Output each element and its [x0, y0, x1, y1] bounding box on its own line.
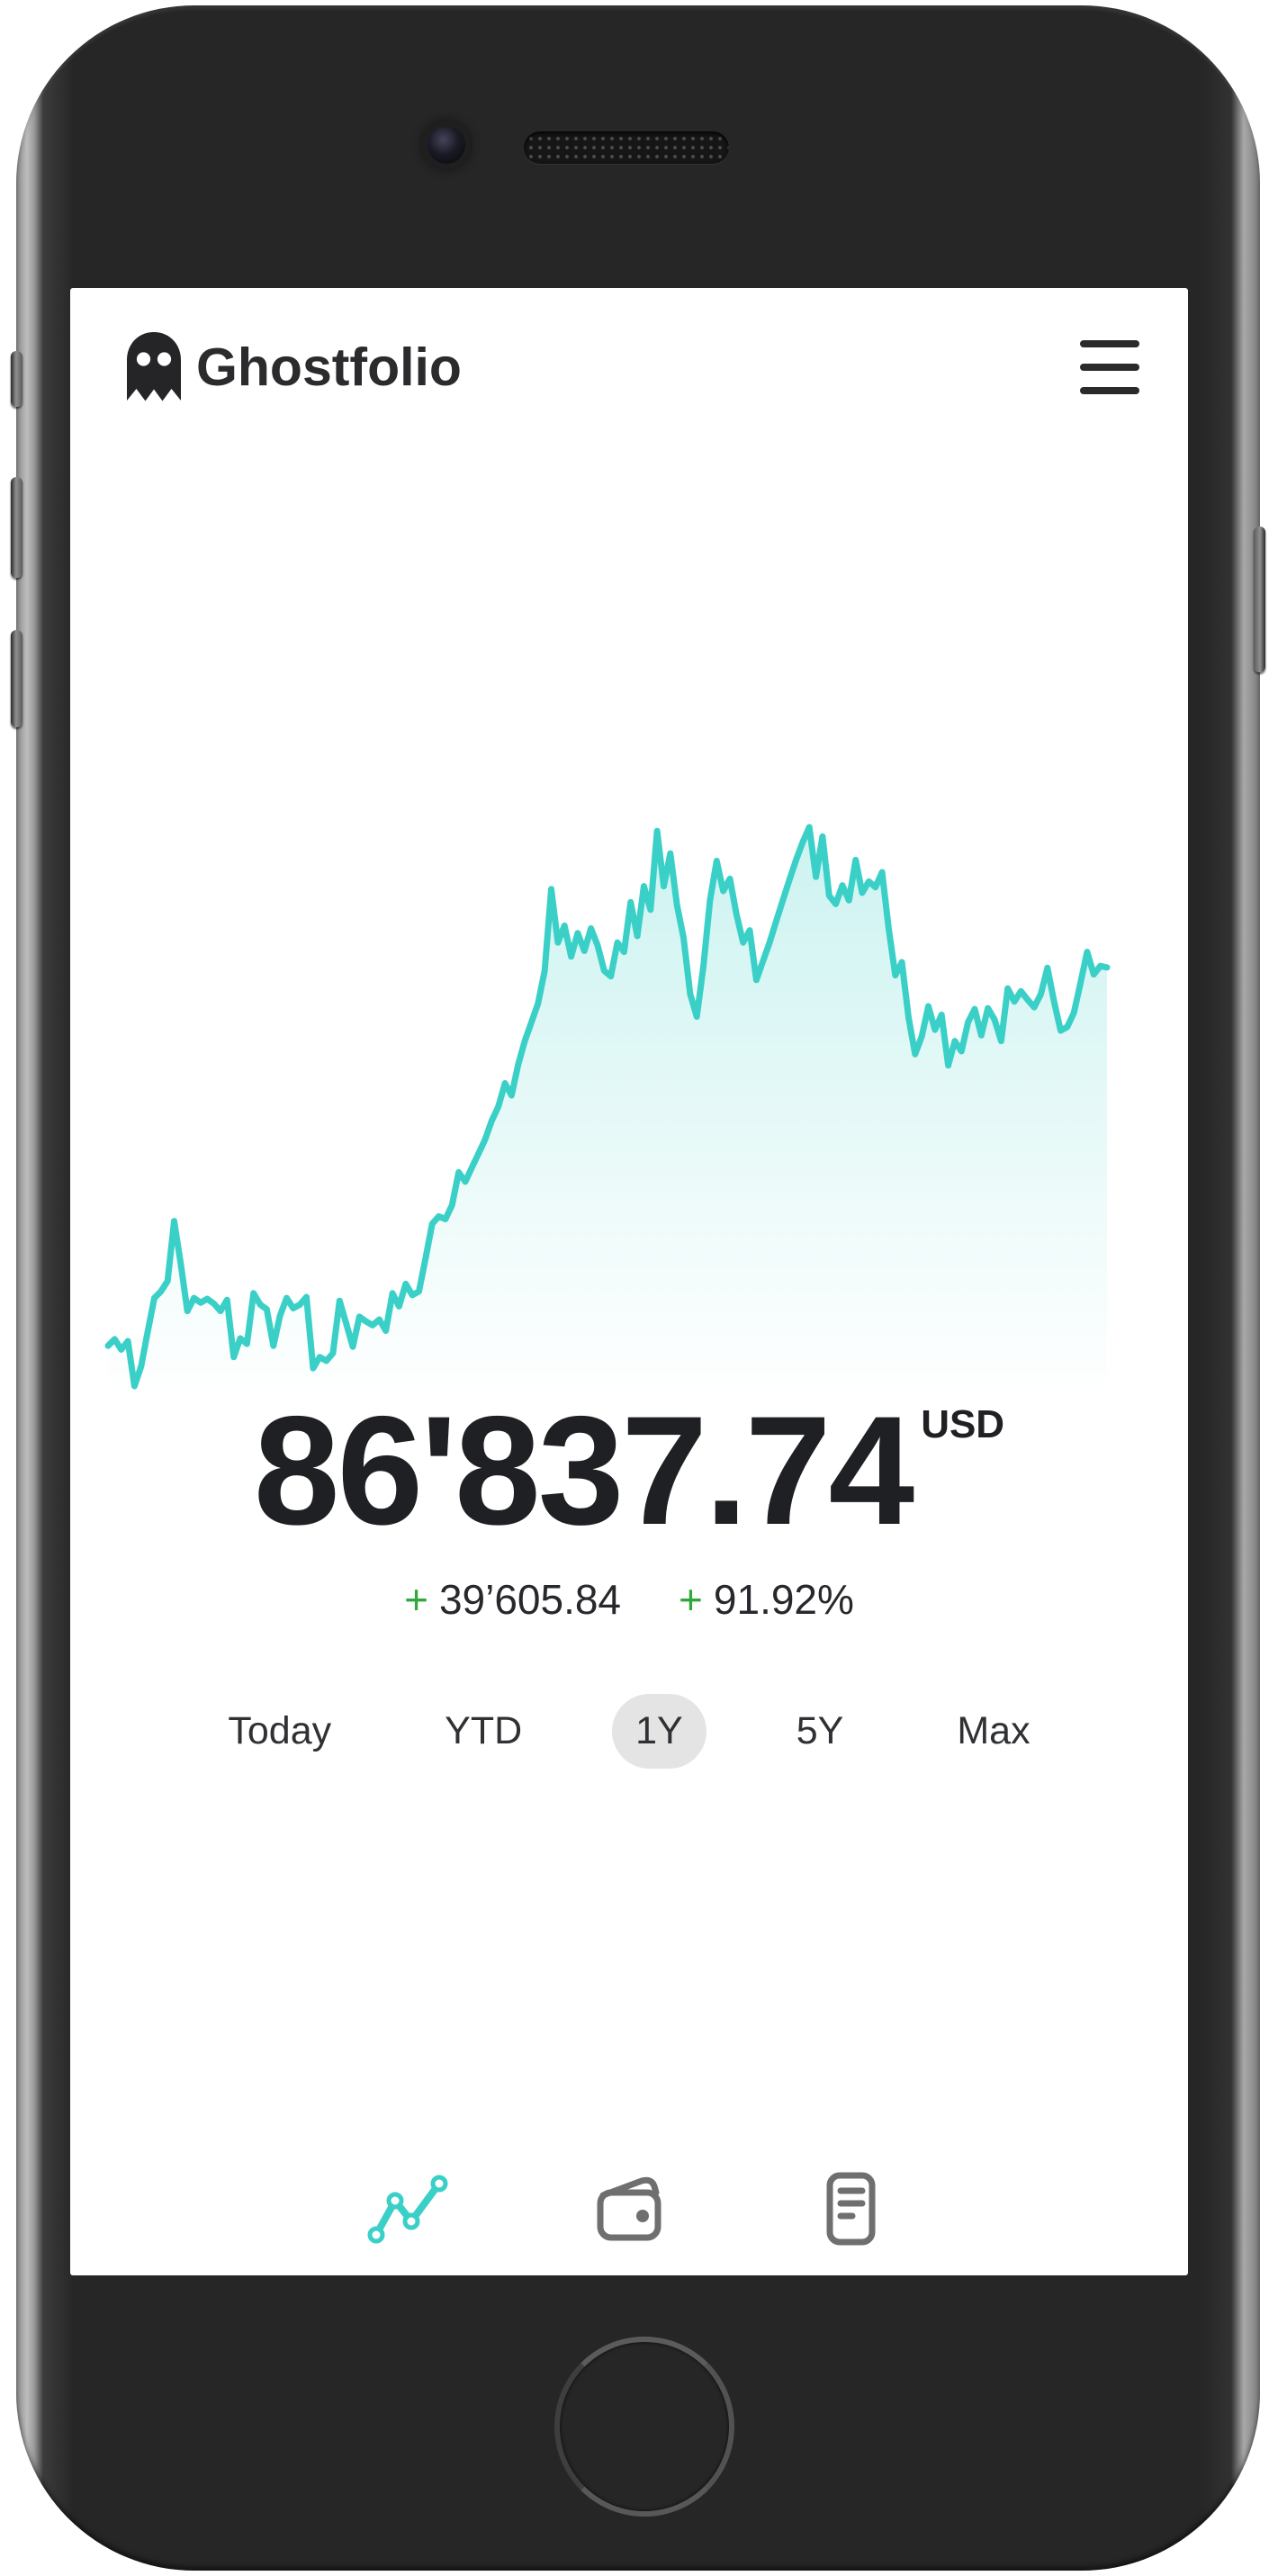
- power-button: [1254, 527, 1265, 672]
- currency-label: USD: [921, 1402, 1005, 1446]
- date-range-selector: Today YTD 1Y 5Y Max: [70, 1694, 1188, 1770]
- range-option-1y[interactable]: 1Y: [612, 1694, 706, 1770]
- range-option-today[interactable]: Today: [228, 1709, 332, 1752]
- volume-down-button: [11, 630, 22, 727]
- front-camera: [428, 126, 465, 164]
- app-header: Ghostfolio: [122, 326, 1139, 409]
- nav-item-transactions[interactable]: [807, 2166, 894, 2252]
- change-absolute: + 39’605.84: [404, 1575, 621, 1624]
- wallet-icon: [586, 2166, 672, 2252]
- speaker-grille: [524, 131, 729, 164]
- range-option-ytd[interactable]: YTD: [445, 1709, 523, 1752]
- change-percent: + 91.92%: [679, 1575, 854, 1624]
- nav-item-wallet[interactable]: [586, 2166, 672, 2252]
- screen: Ghostfolio 86'837.74 USD: [70, 288, 1188, 2275]
- plus-sign: +: [679, 1576, 703, 1623]
- plus-sign: +: [404, 1576, 428, 1623]
- phone-frame: Ghostfolio 86'837.74 USD: [11, 5, 1265, 2571]
- portfolio-total-value: 86'837.74: [253, 1384, 914, 1557]
- line-chart-icon: [364, 2166, 451, 2252]
- chart-line: [104, 824, 1111, 1390]
- portfolio-change-row: + 39’605.84 + 91.92%: [70, 1575, 1188, 1624]
- range-option-max[interactable]: Max: [957, 1709, 1030, 1752]
- portfolio-value-row: 86'837.74 USD: [70, 1393, 1188, 1548]
- ghost-icon: [122, 329, 186, 405]
- home-button: [554, 2337, 734, 2517]
- performance-chart[interactable]: [104, 803, 1111, 1399]
- range-option-5y[interactable]: 5Y: [796, 1709, 844, 1752]
- change-absolute-value: 39’605.84: [438, 1576, 622, 1623]
- volume-up-button: [11, 477, 22, 578]
- hamburger-menu-icon[interactable]: [1080, 337, 1139, 398]
- app-logo: Ghostfolio: [122, 329, 462, 405]
- mute-switch: [11, 351, 22, 407]
- change-percent-value: 91.92%: [713, 1576, 854, 1623]
- document-icon: [807, 2166, 894, 2252]
- chart-area-fill: [108, 827, 1107, 1399]
- app-title: Ghostfolio: [196, 338, 462, 397]
- nav-item-performance[interactable]: [364, 2166, 451, 2252]
- bottom-navigation: [70, 2166, 1188, 2252]
